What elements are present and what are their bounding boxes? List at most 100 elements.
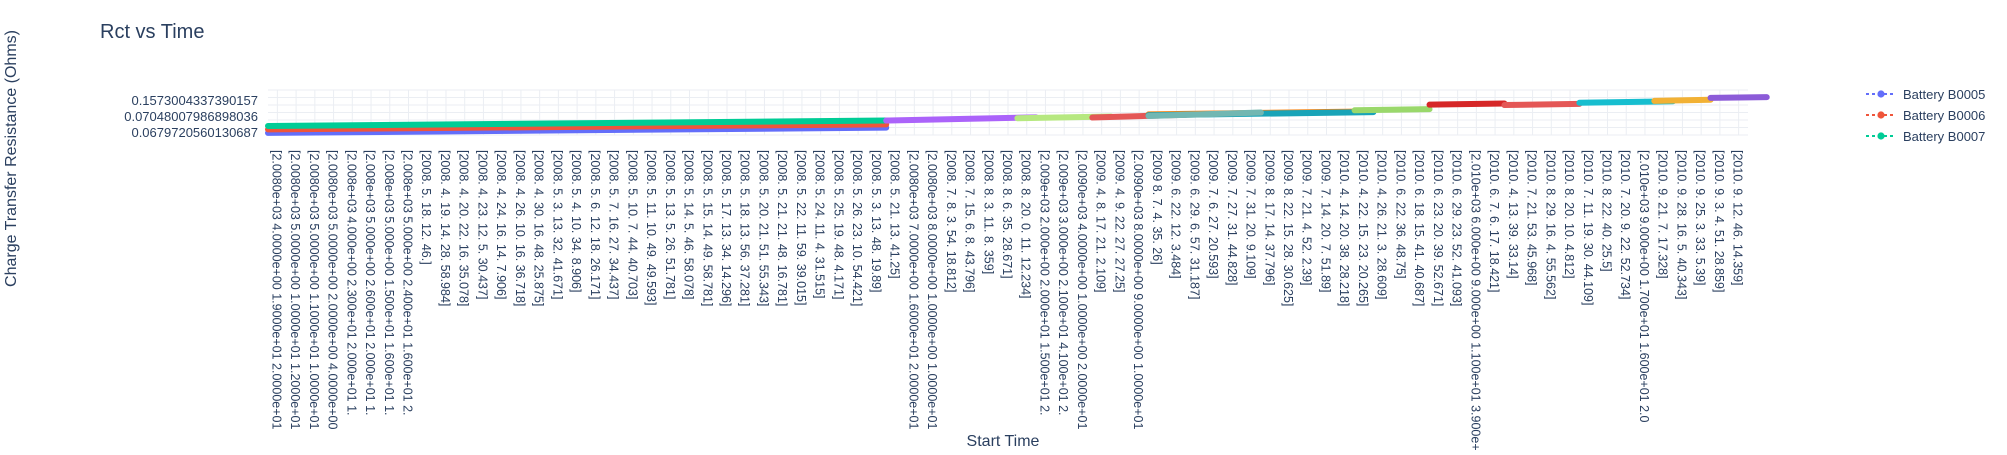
x-tick-label: [2009. 4. 8. 17. 21. 2.109]	[1094, 150, 1108, 292]
x-tick-label: [2.008e+03 5.000e+00 2.400e+01 1.600e+01…	[401, 150, 415, 416]
x-tick-label: [2010. 4. 22. 15. 23. 20.265]	[1356, 150, 1370, 306]
x-tick-label: [2008. 4. 26. 10. 16. 36.718]	[513, 150, 527, 306]
x-tick-label: [2.0080e+03 5.0000e+00 1.1000e+01 1.0000…	[307, 150, 321, 429]
x-tick-label: [2008. 5. 11. 10. 49. 49.593]	[644, 150, 658, 305]
x-tick-label: [2009. 7. 31. 20. 9.109]	[1244, 150, 1258, 279]
x-tick-label: [2010. 6. 23. 20. 39. 52.671]	[1431, 150, 1445, 306]
x-tick-label: [2008. 4. 23. 12. 5. 30.437]	[475, 150, 489, 299]
x-tick-label: [2.008e+03 5.000e+00 1.500e+01 1.600e+01…	[382, 150, 396, 416]
x-tick-label: [2008. 5. 6. 12. 18. 26.171]	[588, 150, 602, 299]
legend-label: Battery B0006	[1903, 108, 1985, 123]
x-tick-label: [2010. 6. 18. 15. 41. 40.687]	[1412, 150, 1426, 306]
series-11	[1501, 100, 1583, 109]
x-tick-label: [2008. 5. 20. 21. 51. 55.343]	[756, 150, 770, 306]
x-tick-label: [2008. 5. 21. 13. 41.25]	[888, 150, 902, 279]
series-layer	[265, 94, 1770, 136]
x-tick-label: [2008. 5. 13. 5. 26. 51.781]	[663, 150, 677, 299]
x-tick-label: [2010. 8. 22. 40. 25.5]	[1599, 150, 1613, 272]
x-tick-label: [2008. 4. 20. 22. 16. 35.078]	[457, 150, 471, 306]
x-tick-label: [2008. 4. 30. 16. 48. 25.875]	[532, 150, 546, 306]
x-tick-label: [2010. 8. 29. 16. 4. 55.562]	[1543, 150, 1557, 299]
series-8	[1145, 109, 1264, 119]
legend: Battery B0005 Battery B0006 Battery B0007	[1866, 87, 1985, 144]
series-line	[1707, 94, 1770, 101]
x-tick-label: [2010. 9. 25. 3. 33. 5.39]	[1693, 150, 1707, 286]
legend-label: Battery B0005	[1903, 87, 1985, 102]
x-tick-label: [2008. 5. 10. 7. 44. 40.703]	[625, 150, 639, 299]
x-tick-label: [2010. 9. 12. 46. 14.359]	[1731, 150, 1745, 286]
x-tick-label: [2008. 8. 20. 0. 11. 12.234]	[1019, 150, 1033, 299]
x-tick-label: [2008. 7. 8. 3. 54. 18.812]	[944, 150, 958, 292]
series-1	[265, 121, 890, 133]
series-14	[1707, 94, 1770, 101]
x-tick-label: [2.008e+03 4.000e+00 2.300e+01 2.000e+01…	[344, 150, 358, 416]
series-10	[1426, 100, 1508, 108]
x-tick-label: [2008. 5. 3. 13. 48. 19.89]	[869, 150, 883, 292]
x-tick-label: [2010. 9. 28. 16. 5. 40.343]	[1674, 150, 1688, 299]
x-tick-label: [2.0080e+03 4.0000e+00 1.9000e+01 2.0000…	[269, 150, 283, 429]
x-tick-label: [2.0080e+03 5.0000e+00 1.0000e+01 1.2000…	[288, 150, 302, 429]
x-tick-label: [2.010e+03 6.000e+00 9.000e+00 1.100e+01…	[1468, 150, 1482, 450]
series-9	[1351, 106, 1433, 114]
chart-title: Rct vs Time	[100, 21, 204, 43]
x-tick-label: [2008. 7. 15. 6. 8. 43.796]	[963, 150, 977, 292]
y-axis: 0.06797205601306870.070480079868980360.1…	[124, 93, 258, 140]
x-tick-label: [2008. 5. 24. 11. 4. 31.515]	[813, 150, 827, 299]
legend-item[interactable]: Battery B0007	[1866, 129, 1985, 144]
x-tick-label: [2008. 5. 18. 13. 56. 37.281]	[738, 150, 752, 306]
x-tick-label: [2009. 8. 22. 15. 28. 30.625]	[1281, 150, 1295, 306]
x-tick-label: [2008. 4. 19. 14. 28. 58.984]	[438, 150, 452, 306]
y-tick-label: 0.0679720560130687	[131, 125, 258, 140]
legend-item[interactable]: Battery B0006	[1866, 108, 1985, 123]
x-tick-label: [2.008e+03 5.000e+00 2.600e+01 2.000e+01…	[363, 150, 377, 416]
x-tick-label: [2008. 5. 15. 14. 49. 58.781]	[700, 150, 714, 306]
series-line	[1145, 109, 1264, 119]
x-tick-label: [2010. 9. 3. 4. 51. 28.859]	[1712, 150, 1726, 292]
x-tick-label: [2009 8. 7. 4. 35. 26]	[1150, 150, 1164, 265]
y-tick-label: 0.07048007986898036	[124, 109, 258, 124]
series-line	[1426, 100, 1508, 108]
series-line	[1651, 96, 1714, 104]
x-tick-label: [2.0090e+03 8.0000e+00 9.0000e+00 1.0000…	[1131, 150, 1145, 429]
legend-label: Battery B0007	[1903, 129, 1985, 144]
x-tick-label: [2008. 5. 4. 10. 34. 8.906]	[569, 150, 583, 292]
series-line	[1501, 100, 1583, 109]
y-axis-title: Charge Transfer Resistance (Ohms)	[3, 30, 20, 287]
x-tick-label: [2008. 5. 21. 21. 48. 16.781]	[775, 150, 789, 306]
x-tick-label: [2009. 6. 22. 12. 3.484]	[1169, 150, 1183, 279]
x-tick-label: [2010. 9. 21. 7. 17.328]	[1656, 150, 1670, 279]
x-tick-label: [2010. 7. 11. 19. 30. 44.109]	[1581, 150, 1595, 305]
x-tick-label: [2.010e+03 9.000e+00 1.700e+01 1.600e+01…	[1637, 150, 1651, 423]
x-tick-label: [2010. 7. 21. 53. 45.968]	[1525, 150, 1539, 286]
x-tick-label: [2008. 5. 7. 16. 27. 34.437]	[607, 150, 621, 299]
x-tick-label: [2.0090e+03 4.0000e+00 1.0000e+00 2.0000…	[1075, 150, 1089, 429]
x-tick-label: [2008. 5. 18. 12. 46.]	[419, 150, 433, 265]
x-tick-label: [2009. 8. 17. 14. 37.796]	[1262, 150, 1276, 286]
series-3	[883, 114, 1040, 124]
x-axis: [2.0080e+03 4.0000e+00 1.9000e+01 2.0000…	[269, 150, 1745, 455]
x-tick-label: [2.0080e+03 7.0000e+00 1.6000e+01 2.0000…	[906, 150, 920, 429]
legend-marker	[1877, 90, 1885, 98]
x-tick-label: [2010. 6. 22. 36. 48.75]	[1393, 150, 1407, 279]
x-tick-label: [2008. 5. 3. 13. 32. 41.671]	[550, 150, 564, 299]
x-tick-label: [2010. 7. 20. 9. 22. 52.734]	[1618, 150, 1632, 299]
x-tick-label: [2.009e+03 3.000e+00 2.100e+01 4.100e+01…	[1056, 150, 1070, 416]
x-axis-title: Start Time	[967, 433, 1040, 450]
series-line	[265, 124, 890, 136]
x-tick-label: [2009. 6. 29. 6. 57. 31.187]	[1187, 150, 1201, 299]
x-tick-label: [2010. 4. 14. 20. 38. 28.218]	[1337, 150, 1351, 306]
series-line	[1351, 106, 1433, 114]
series-13	[1651, 96, 1714, 104]
legend-item[interactable]: Battery B0005	[1866, 87, 1985, 102]
x-tick-label: [2008. 5. 25. 19. 48. 4.171]	[831, 150, 845, 299]
series-0	[265, 124, 890, 136]
x-tick-label: [2.009e+03 2.000e+00 2.000e+01 1.500e+01…	[1037, 150, 1051, 416]
x-tick-label: [2.0080e+03 5.0000e+00 2.0000e+00 4.0000…	[326, 150, 340, 429]
series-line	[265, 121, 890, 133]
x-tick-label: [2009. 7. 14. 20. 7. 51.89]	[1318, 150, 1332, 292]
x-tick-label: [2.0080e+03 8.0000e+00 1.0000e+00 1.0000…	[925, 150, 939, 429]
x-tick-label: [2009. 7. 21. 4. 52. 2.39]	[1300, 150, 1314, 286]
x-tick-label: [2010. 8. 20. 10. 4.812]	[1562, 150, 1576, 279]
